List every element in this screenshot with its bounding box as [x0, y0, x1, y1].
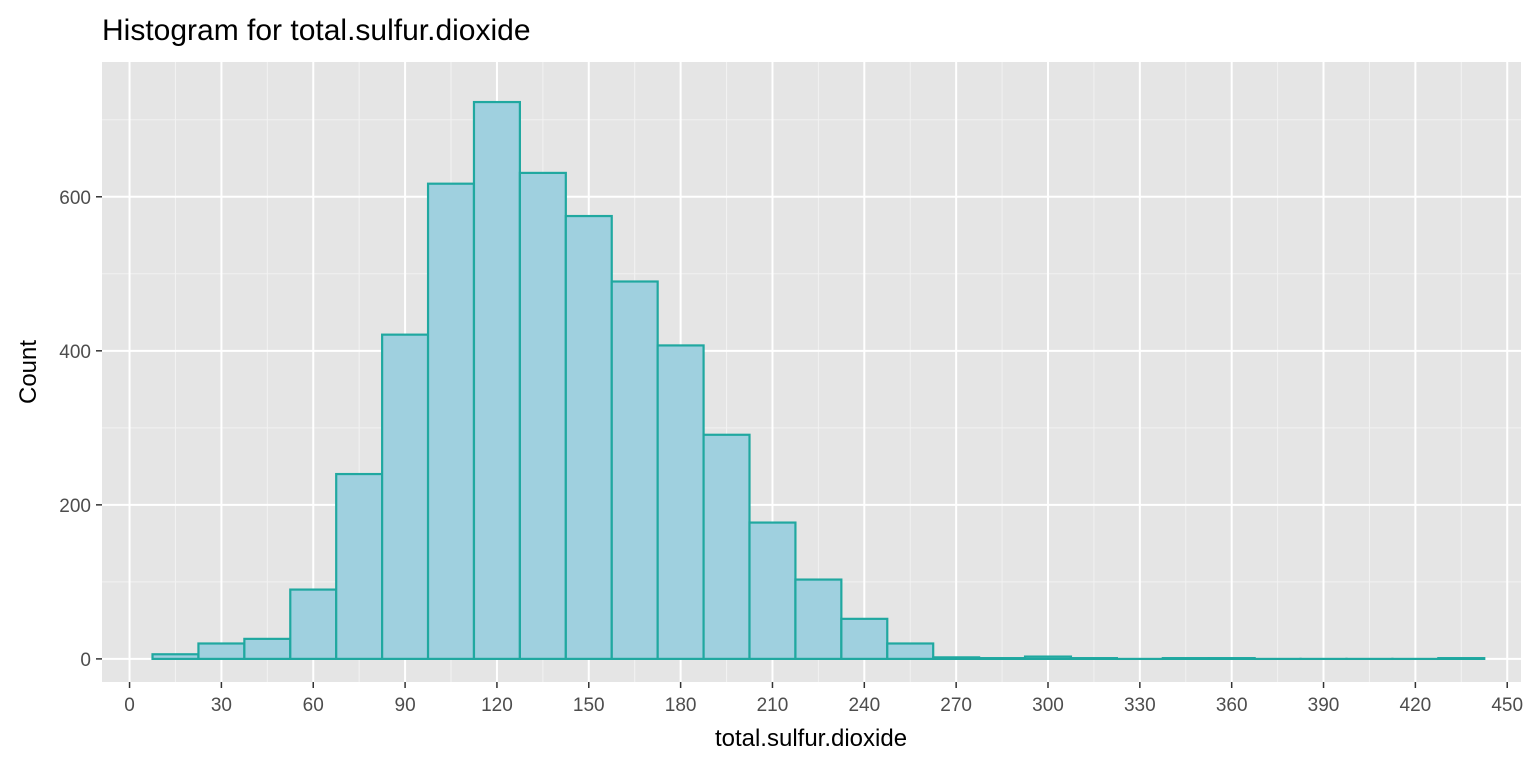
x-tick-label: 450 — [1491, 695, 1523, 716]
histogram-bar — [748, 521, 797, 660]
y-tick-label: 400 — [59, 342, 91, 363]
y-axis-ticks: 0 200 400 600 — [59, 188, 102, 671]
x-tick-label: 120 — [481, 695, 513, 716]
x-axis-ticks: 0 30 60 90 120 150 180 210 240 270 300 330 360 390 420… — [124, 682, 1523, 716]
histogram-bar — [978, 657, 1027, 660]
histogram-bar — [151, 653, 200, 660]
x-tick-label: 150 — [573, 695, 605, 716]
histogram-bar — [656, 344, 705, 660]
histogram-bar — [243, 637, 292, 660]
histogram-bar — [381, 333, 430, 660]
y-tick-label: 600 — [59, 188, 91, 209]
histogram-bar — [1069, 657, 1118, 660]
x-tick-label: 210 — [757, 695, 789, 716]
histogram-bar — [1437, 657, 1486, 660]
x-tick-label: 300 — [1032, 695, 1064, 716]
x-tick-label: 0 — [124, 695, 135, 716]
histogram-bar — [289, 588, 338, 660]
histogram-bar — [840, 617, 889, 660]
histogram-bar — [564, 214, 613, 660]
x-tick-label: 330 — [1124, 695, 1156, 716]
y-tick-label: 0 — [80, 650, 91, 671]
histogram-bar — [610, 280, 659, 660]
histogram-bar — [1207, 657, 1256, 660]
histogram-bar — [1161, 657, 1210, 660]
x-tick-label: 240 — [848, 695, 880, 716]
x-axis-title: total.sulfur.dioxide — [715, 725, 907, 752]
x-tick-label: 30 — [211, 695, 232, 716]
histogram-bar — [932, 656, 981, 660]
chart-title: Histogram for total.sulfur.dioxide — [102, 14, 531, 47]
y-tick-label: 200 — [59, 496, 91, 517]
histogram-bar — [886, 642, 935, 660]
x-tick-label: 420 — [1400, 695, 1432, 716]
histogram-bar — [426, 182, 476, 660]
x-tick-label: 60 — [303, 695, 324, 716]
x-tick-label: 390 — [1308, 695, 1340, 716]
histogram-bar — [472, 100, 521, 660]
x-tick-label: 360 — [1216, 695, 1248, 716]
x-tick-label: 180 — [665, 695, 697, 716]
y-axis-title: Count — [15, 340, 42, 404]
histogram-bar — [518, 171, 567, 660]
x-tick-label: 90 — [395, 695, 416, 716]
histogram-bar — [794, 578, 843, 660]
histogram-bar — [1023, 655, 1073, 660]
histogram-bar — [702, 433, 751, 660]
x-tick-label: 270 — [940, 695, 972, 716]
histogram-bar — [335, 472, 384, 660]
histogram-bar — [197, 642, 246, 660]
histogram-bars — [151, 100, 1486, 661]
